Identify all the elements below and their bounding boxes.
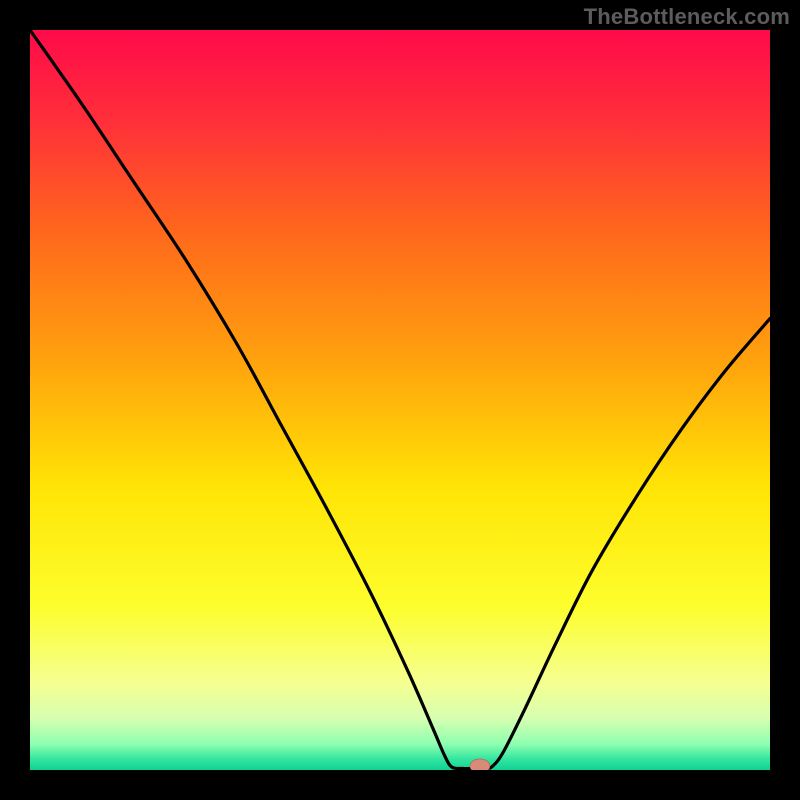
chart-frame: TheBottleneck.com [0,0,800,800]
plot-svg [30,30,770,770]
watermark-text: TheBottleneck.com [584,4,790,30]
gradient-background [30,30,770,770]
optimum-marker [470,759,490,770]
plot-area [30,30,770,770]
